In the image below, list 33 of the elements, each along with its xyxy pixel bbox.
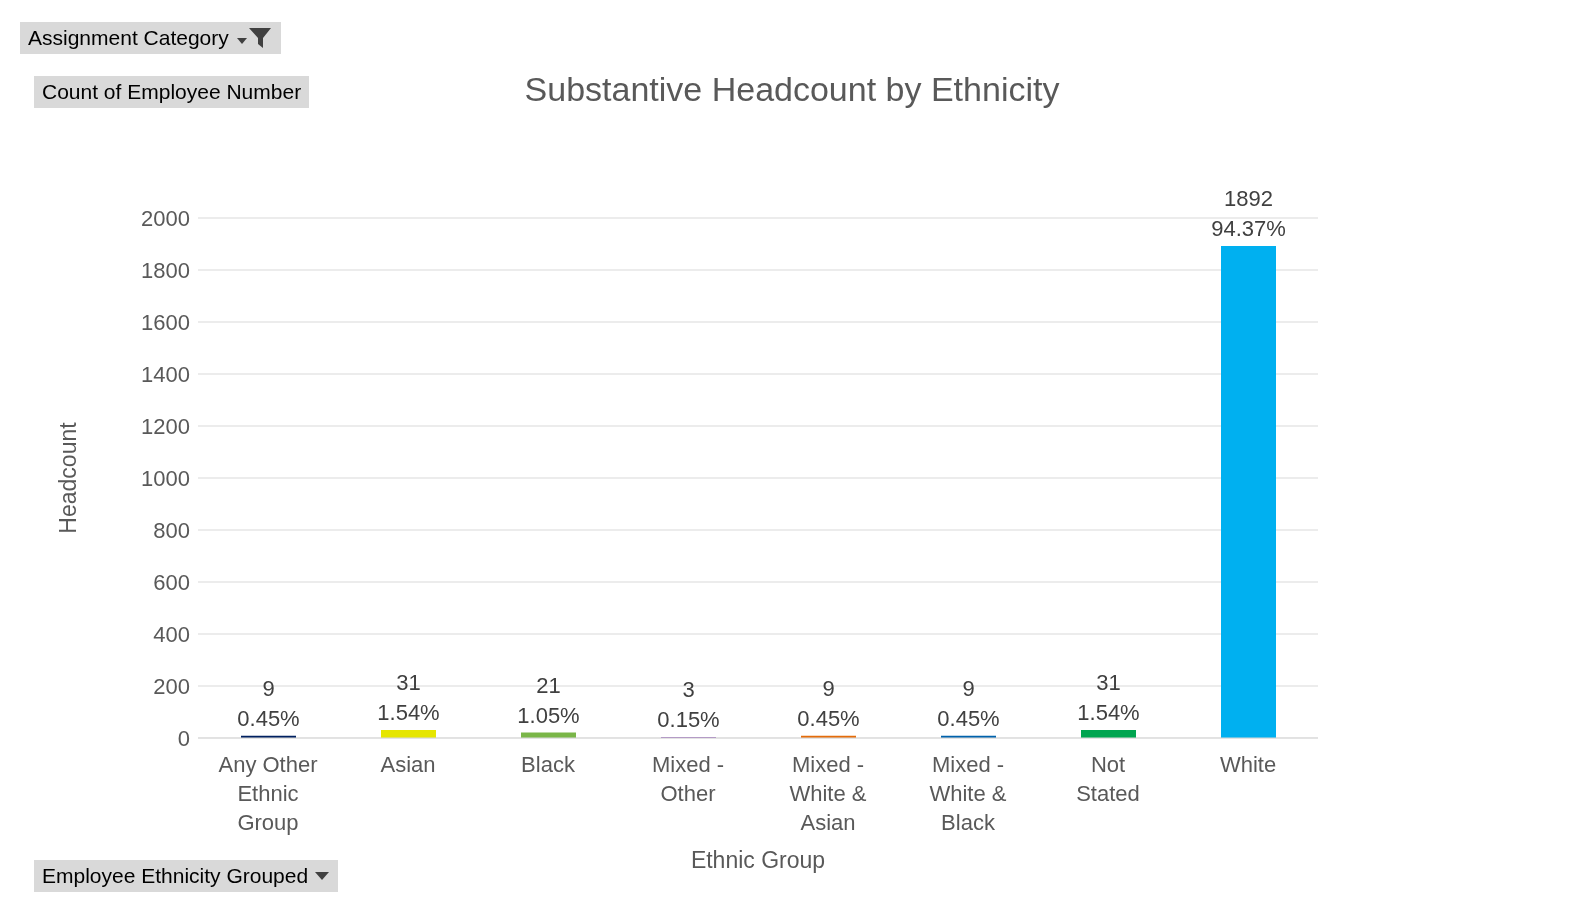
y-axis-title: Headcount — [55, 421, 82, 534]
data-label: 9 0.45% — [237, 675, 300, 731]
data-label: 31 1.54% — [377, 669, 440, 725]
data-label: 9 0.45% — [937, 675, 1000, 731]
data-label: 3 0.15% — [657, 677, 720, 733]
x-axis-title: Ethnic Group — [690, 847, 826, 873]
y-tick-label: 1600 — [141, 309, 190, 335]
y-tick-label: 1400 — [141, 361, 190, 387]
data-label: 1892 94.37% — [1211, 186, 1286, 242]
y-tick-label: 0 — [177, 725, 190, 751]
x-tick-label: Mixed - White & Asian — [789, 752, 867, 835]
y-tick-label: 2000 — [141, 205, 190, 231]
text: Employee Ethnicity Grouped — [34, 860, 339, 892]
y-tick-label: 800 — [153, 517, 190, 543]
y-tick-label: 200 — [153, 673, 190, 699]
x-tick-label: Mixed - Other — [651, 752, 725, 806]
x-tick-label: Not Stated — [1076, 752, 1140, 806]
data-label: 9 0.45% — [797, 675, 860, 731]
text: Count of Employee Number — [34, 76, 310, 108]
data-label: 21 1.05% — [517, 672, 580, 728]
x-tick-label: Black — [521, 752, 576, 777]
y-tick-label: 1800 — [141, 257, 190, 283]
x-tick-label: White — [1219, 752, 1277, 777]
text: Assignment Category — [20, 22, 281, 54]
chart-title: Substantive Headcount by Ethnicity — [524, 70, 1060, 108]
data-label: 31 1.54% — [1077, 669, 1140, 725]
y-tick-label: 600 — [153, 569, 190, 595]
x-tick-label: Mixed - White & Black — [929, 752, 1007, 835]
y-tick-label: 1200 — [141, 413, 190, 439]
y-tick-label: 1000 — [141, 465, 190, 491]
y-tick-label: 400 — [153, 621, 190, 647]
x-tick-label: Asian — [380, 752, 436, 777]
x-tick-label: Any Other Ethnic Group — [218, 752, 318, 835]
